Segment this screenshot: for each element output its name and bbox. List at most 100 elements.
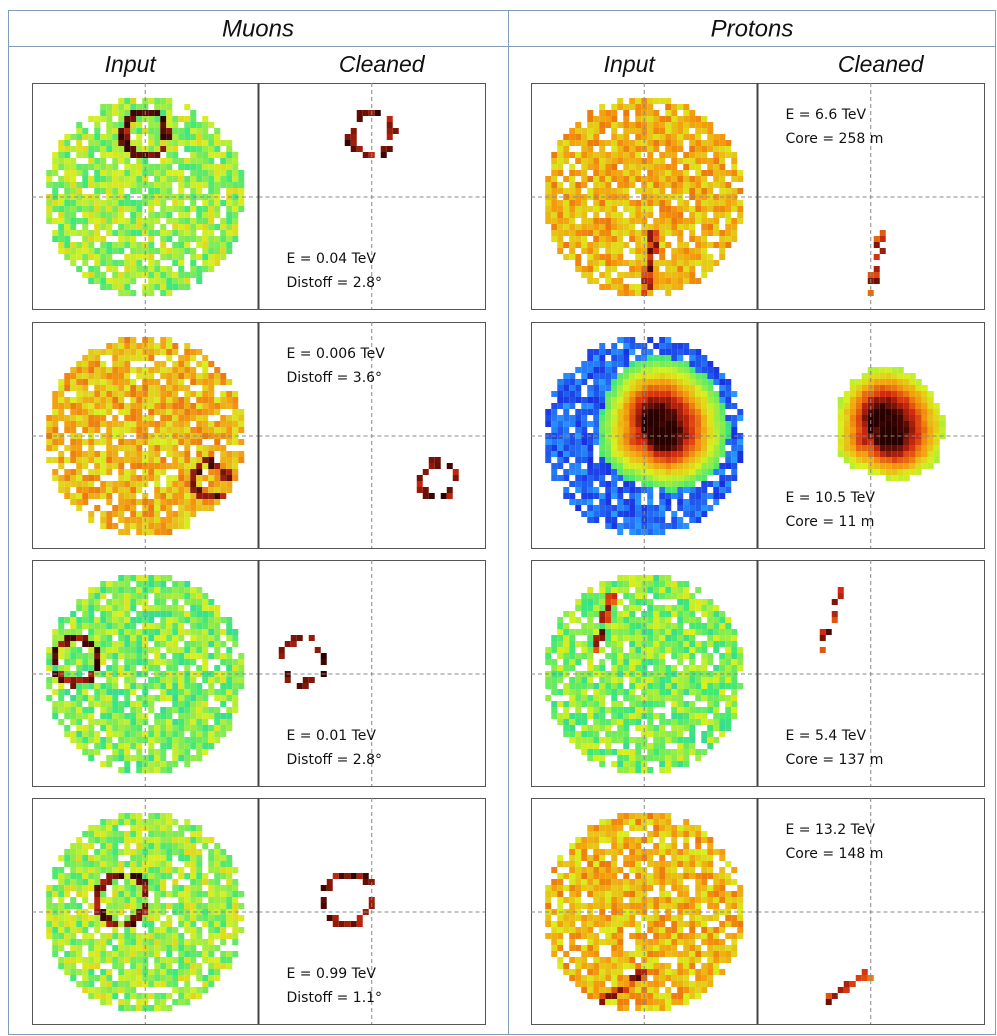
camera-pixel — [130, 493, 136, 499]
camera-pixel — [106, 499, 112, 505]
camera-pixel — [898, 445, 904, 451]
camera-pixel — [154, 629, 160, 635]
camera-pixel — [453, 475, 459, 481]
camera-pixel — [665, 355, 671, 361]
camera-pixel — [629, 427, 635, 433]
camera-pixel — [617, 122, 623, 128]
camera-pixel — [683, 379, 689, 385]
camera-pixel — [575, 158, 581, 164]
camera-pixel — [46, 427, 52, 433]
camera-pixel — [695, 367, 701, 373]
camera-pixel — [575, 188, 581, 194]
camera-pixel — [166, 825, 172, 831]
camera-pixel — [208, 427, 214, 433]
event-label: Distoff = 2.8° — [287, 275, 383, 291]
camera-pixel — [635, 415, 641, 421]
camera-pixel — [689, 182, 695, 188]
camera-pixel — [659, 361, 665, 367]
camera-pixel — [611, 218, 617, 224]
camera-pixel — [58, 879, 64, 885]
camera-pixel — [112, 158, 118, 164]
camera-pixel — [178, 397, 184, 403]
camera-pixel — [166, 337, 172, 343]
camera-pixel — [124, 849, 130, 855]
camera-pixel — [202, 951, 208, 957]
camera-pixel — [184, 927, 190, 933]
camera-pixel — [707, 481, 713, 487]
camera-pixel — [70, 182, 76, 188]
camera-pixel — [892, 445, 898, 451]
camera-pixel — [136, 969, 142, 975]
camera-pixel — [124, 599, 130, 605]
camera-pixel — [172, 391, 178, 397]
camera-pixel — [154, 653, 160, 659]
camera-pixel — [196, 605, 202, 611]
camera-pixel — [64, 951, 70, 957]
camera-pixel — [184, 469, 190, 475]
camera-pixel — [76, 885, 82, 891]
camera-pixel — [184, 611, 190, 617]
camera-pixel — [82, 128, 88, 134]
camera-pixel — [701, 230, 707, 236]
camera-pixel — [88, 493, 94, 499]
camera-pixel — [76, 659, 82, 665]
camera-pixel — [178, 903, 184, 909]
camera-pixel — [599, 493, 605, 499]
camera-pixel — [76, 915, 82, 921]
camera-pixel — [118, 587, 124, 593]
camera-pixel — [605, 116, 611, 122]
camera-pixel — [58, 176, 64, 182]
camera-pixel — [94, 361, 100, 367]
camera-pixel — [208, 188, 214, 194]
camera-pixel — [551, 439, 557, 445]
camera-pixel — [118, 170, 124, 176]
camera-pixel — [635, 122, 641, 128]
camera-pixel — [713, 445, 719, 451]
camera-pixel — [58, 957, 64, 963]
camera-pixel — [58, 385, 64, 391]
camera-pixel — [226, 867, 232, 873]
camera-pixel — [208, 963, 214, 969]
camera-pixel — [695, 379, 701, 385]
camera-pixel — [166, 819, 172, 825]
camera-pixel — [659, 511, 665, 517]
camera-pixel — [617, 451, 623, 457]
camera-pixel — [202, 629, 208, 635]
camera-pixel — [190, 128, 196, 134]
camera-pixel — [731, 421, 737, 427]
camera-pixel — [593, 230, 599, 236]
camera-pixel — [82, 915, 88, 921]
camera-pixel — [208, 885, 214, 891]
camera-pixel — [713, 469, 719, 475]
camera-pixel — [617, 385, 623, 391]
camera-pixel — [94, 659, 100, 665]
camera-pixel — [136, 825, 142, 831]
camera-pixel — [160, 254, 166, 260]
camera-pixel — [166, 481, 172, 487]
camera-pixel — [551, 683, 557, 689]
camera-pixel — [719, 391, 725, 397]
camera-pixel — [635, 511, 641, 517]
camera-pixel — [184, 122, 190, 128]
camera-pixel — [569, 391, 575, 397]
camera-pixel — [707, 230, 713, 236]
camera-pixel — [160, 385, 166, 391]
camera-pixel — [136, 427, 142, 433]
camera-pixel — [106, 743, 112, 749]
camera-pixel — [208, 218, 214, 224]
camera-pixel — [82, 731, 88, 737]
camera-pixel — [659, 260, 665, 266]
camera-pixel — [220, 469, 226, 475]
camera-pixel — [587, 224, 593, 230]
camera-pixel — [172, 343, 178, 349]
camera-pixel — [695, 463, 701, 469]
camera-pixel — [124, 385, 130, 391]
camera-pixel — [563, 403, 569, 409]
camera-pixel — [623, 505, 629, 511]
column-subheader: Cleaned — [838, 51, 925, 77]
camera-pixel — [184, 116, 190, 122]
camera-pixel — [713, 140, 719, 146]
camera-pixel — [106, 677, 112, 683]
camera-pixel — [898, 451, 904, 457]
camera-pixel — [214, 463, 220, 469]
